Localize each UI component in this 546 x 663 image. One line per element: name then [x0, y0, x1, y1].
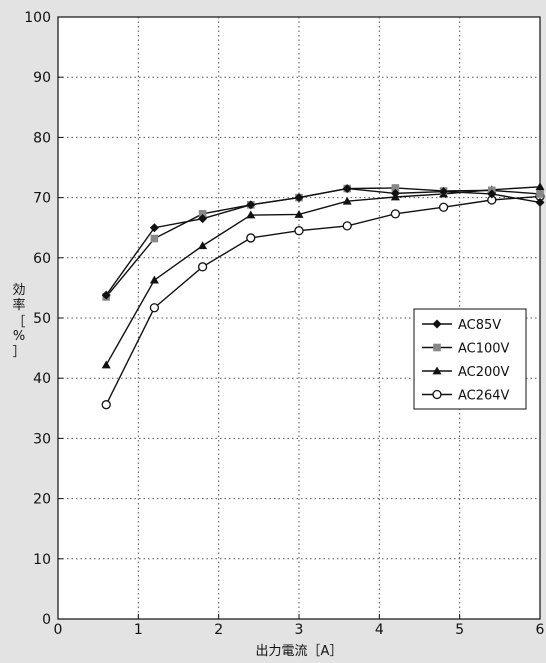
data-point — [438, 202, 449, 212]
series-line — [105, 186, 541, 366]
data-point — [101, 400, 111, 410]
y-tick-label: 40 — [33, 371, 51, 387]
data-point — [198, 210, 207, 218]
data-point — [246, 200, 256, 210]
legend-marker — [432, 389, 442, 400]
data-point — [439, 187, 449, 197]
data-point — [487, 189, 497, 199]
data-point — [342, 221, 352, 231]
data-point — [246, 233, 256, 243]
data-point — [198, 241, 208, 250]
legend-marker — [432, 366, 442, 375]
y-axis-title-char: ］ — [12, 345, 25, 360]
data-point — [535, 182, 545, 191]
legend-item: AC264V — [422, 389, 510, 404]
y-tick-label: 50 — [33, 311, 51, 327]
data-point — [390, 209, 401, 219]
x-tick-label: 0 — [54, 622, 63, 638]
data-point — [535, 197, 545, 207]
y-tick-label: 70 — [33, 191, 51, 207]
data-point — [149, 275, 159, 284]
data-point — [101, 290, 111, 300]
x-tick-label: 2 — [214, 622, 223, 638]
y-axis-ticks: 0 10 20 30 40 50 60 70 80 90 100 — [24, 10, 63, 628]
data-point — [294, 193, 304, 203]
data-point — [390, 188, 400, 198]
y-axis-title: 効率 ［%］ — [12, 283, 25, 360]
legend: AC85V AC100V AC200V AC264V — [413, 308, 527, 410]
data-point — [294, 226, 304, 236]
series-line — [105, 195, 541, 405]
y-tick-label: 10 — [33, 552, 51, 568]
data-point — [294, 209, 304, 218]
x-tick-label: 6 — [536, 622, 545, 638]
y-axis-title-char: 率 — [12, 297, 25, 313]
y-axis-title-char: 効 — [12, 283, 25, 298]
legend-item: AC200V — [422, 365, 510, 380]
data-point — [197, 262, 208, 272]
x-tick-label: 1 — [134, 622, 143, 638]
data-point — [150, 234, 159, 243]
x-tick-label: 4 — [375, 622, 384, 638]
series-ac85v — [101, 184, 545, 300]
data-point — [198, 214, 208, 224]
x-axis-ticks: 0 1 2 3 4 5 6 — [54, 614, 545, 638]
data-point — [149, 223, 159, 233]
legend-marker — [433, 343, 441, 352]
legend-label: AC264V — [458, 389, 510, 404]
y-tick-label: 20 — [33, 492, 51, 508]
y-tick-label: 80 — [33, 130, 51, 146]
y-tick-label: 90 — [33, 70, 51, 86]
legend-label: AC85V — [458, 318, 501, 333]
x-tick-label: 3 — [295, 622, 304, 638]
data-point — [391, 184, 400, 192]
data-point — [101, 360, 111, 369]
legend-marker — [432, 319, 442, 329]
x-axis-title: 出力電流［A］ — [256, 644, 343, 659]
y-axis-title-char: % — [13, 329, 25, 344]
legend-item: AC85V — [422, 318, 501, 333]
y-tick-label: 0 — [42, 612, 51, 628]
data-point — [246, 210, 256, 219]
y-tick-label: 100 — [24, 10, 51, 26]
legend-label: AC200V — [458, 365, 510, 380]
y-tick-label: 60 — [33, 251, 51, 267]
data-point — [342, 184, 352, 194]
y-axis-title-char: ［ — [12, 315, 25, 330]
legend-item: AC100V — [422, 342, 510, 357]
data-point — [536, 190, 544, 198]
series-line — [105, 187, 541, 296]
y-tick-label: 30 — [33, 431, 51, 447]
data-point — [149, 303, 160, 313]
x-tick-label: 5 — [455, 622, 464, 638]
legend-box — [413, 308, 527, 410]
data-point — [342, 196, 352, 205]
legend-label: AC100V — [458, 342, 510, 357]
